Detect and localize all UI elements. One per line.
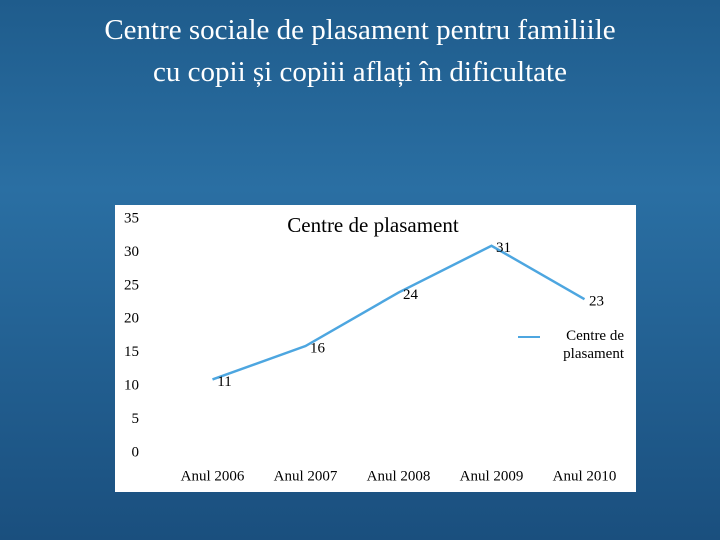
- data-label: 24: [403, 287, 419, 303]
- y-tick-label: 0: [132, 444, 140, 460]
- data-label: 23: [589, 294, 604, 310]
- y-tick-label: 30: [124, 244, 139, 260]
- data-label: 31: [496, 240, 511, 256]
- data-label: 16: [310, 340, 326, 356]
- slide-title: cu copii și copiii aflați în dificultate: [153, 56, 567, 88]
- x-tick-label: Anul 2007: [274, 468, 338, 484]
- data-label: 11: [217, 374, 231, 390]
- y-tick-label: 25: [124, 277, 139, 293]
- legend-swatch: [518, 336, 540, 338]
- x-tick-label: Anul 2008: [367, 468, 431, 484]
- x-tick-label: Anul 2010: [553, 468, 617, 484]
- x-tick-label: Anul 2009: [460, 468, 524, 484]
- y-tick-label: 20: [124, 311, 139, 327]
- y-tick-label: 5: [132, 411, 140, 427]
- slide-title: Centre sociale de plasament pentru famil…: [104, 14, 616, 46]
- chart-area: Centre de plasament 0 5 10 15 20 25 30 35 Anul 2…: [115, 205, 636, 492]
- legend: Centre de plasament: [518, 327, 624, 363]
- chart-title: Centre de plasament: [287, 213, 459, 237]
- line: [212, 244, 586, 381]
- y-tick-label: 35: [124, 210, 139, 226]
- y-tick-label: 15: [124, 344, 139, 360]
- chart: Centre de plasament 0 5 10 15 20 25 30 35 Anul 2…: [124, 210, 617, 484]
- x-tick-label: Anul 2006: [181, 468, 245, 484]
- legend-label: Centre de plasament: [563, 328, 624, 362]
- y-tick-label: 10: [124, 378, 139, 394]
